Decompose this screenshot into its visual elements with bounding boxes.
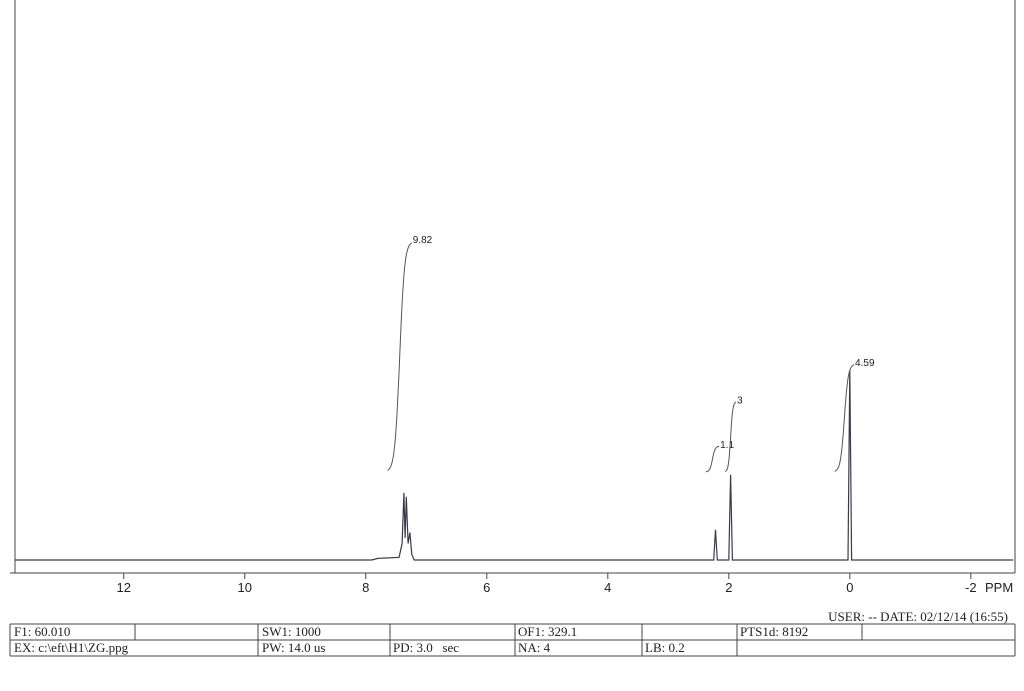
integral-label: 3 bbox=[737, 396, 743, 407]
x-tick-label: 4 bbox=[604, 580, 611, 595]
x-tick-label: 12 bbox=[117, 580, 131, 595]
x-axis-label: PPM bbox=[985, 580, 1013, 595]
x-tick-label: 6 bbox=[483, 580, 490, 595]
table-cell: LB: 0.2 bbox=[645, 640, 685, 655]
integral-curve bbox=[387, 242, 413, 471]
table-cell: PW: 14.0 us bbox=[262, 640, 325, 655]
integral-curve bbox=[705, 445, 720, 473]
integral-curve bbox=[834, 364, 855, 472]
table-cell: OF1: 329.1 bbox=[518, 624, 577, 639]
table-cell: PTS1d: 8192 bbox=[740, 624, 808, 639]
x-tick-label: -2 bbox=[965, 580, 977, 595]
integral-label: 9.82 bbox=[413, 235, 433, 246]
table-cell: F1: 60.010 bbox=[14, 624, 70, 639]
footer-table: F1: 60.010 SW1: 1000 OF1: 329.1 PTS1d: 8… bbox=[9, 623, 1016, 657]
user-date: USER: -- DATE: 02/12/14 (16:55) bbox=[828, 609, 1008, 624]
x-tick-label: 10 bbox=[238, 580, 252, 595]
integral-label: 1.1 bbox=[720, 440, 734, 451]
x-tick-label: 0 bbox=[846, 580, 853, 595]
integral-curve bbox=[724, 401, 737, 472]
integral-label: 4.59 bbox=[855, 358, 875, 369]
table-cell: SW1: 1000 bbox=[262, 624, 321, 639]
spectrum-line bbox=[14, 370, 1014, 561]
table-cell: EX: c:\eft\H1\ZG.ppg bbox=[14, 640, 129, 655]
table-cell: PD: 3.0 sec bbox=[393, 640, 459, 655]
table-cell: NA: 4 bbox=[518, 640, 551, 655]
x-tick-label: 8 bbox=[362, 580, 369, 595]
x-tick-label: 2 bbox=[725, 580, 732, 595]
